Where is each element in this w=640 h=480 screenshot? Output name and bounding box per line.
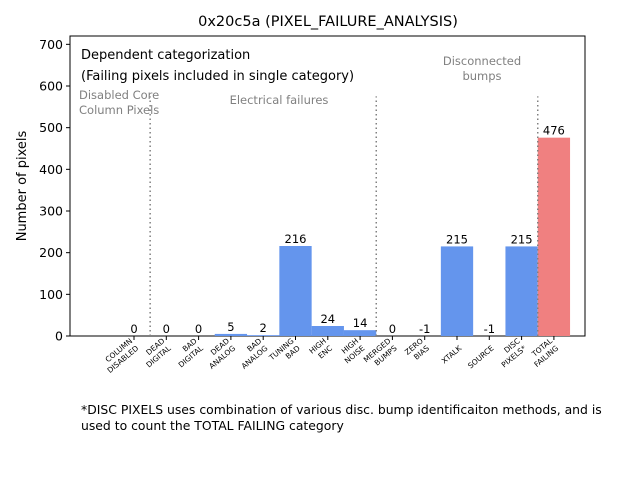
chart-title: 0x20c5a (PIXEL_FAILURE_ANALYSIS) bbox=[198, 14, 458, 30]
bar bbox=[311, 326, 344, 336]
y-tick-label: 100 bbox=[39, 287, 63, 302]
section-label-disconnected-line-1: Disconnected bbox=[443, 54, 521, 68]
y-axis: 0 100 200 300 400 500 600 700 bbox=[39, 37, 70, 344]
y-tick-label: 500 bbox=[39, 120, 63, 135]
bar bbox=[343, 330, 377, 336]
section-dividers bbox=[149, 96, 539, 336]
x-tick-label: XTALK bbox=[440, 343, 464, 366]
y-tick-label: 700 bbox=[39, 37, 63, 52]
bar-value-label: 215 bbox=[511, 232, 533, 246]
bar bbox=[279, 246, 312, 336]
bar-value-label: 0 bbox=[389, 322, 396, 336]
bar-value-label: 216 bbox=[285, 232, 307, 246]
bar-value-label: 5 bbox=[227, 320, 234, 334]
y-tick-label: 300 bbox=[39, 204, 63, 219]
bar-value-label: -1 bbox=[484, 322, 495, 336]
legend-line-2: (Failing pixels included in single categ… bbox=[81, 69, 354, 84]
section-label-electrical: Electrical failures bbox=[230, 93, 329, 107]
footnote: *DISC PIXELS uses combination of various… bbox=[81, 402, 602, 433]
bar-value-label: 14 bbox=[353, 316, 368, 330]
bar bbox=[214, 333, 248, 336]
bar-value-label: 0 bbox=[163, 322, 170, 336]
bar-value-label: 215 bbox=[446, 232, 468, 246]
bar-value-label: 476 bbox=[543, 124, 565, 138]
y-tick-label: 600 bbox=[39, 79, 63, 94]
y-tick-label: 200 bbox=[39, 245, 63, 260]
y-axis-label: Number of pixels bbox=[15, 130, 30, 241]
x-tick-label-line: XTALK bbox=[440, 343, 464, 366]
bar bbox=[247, 335, 280, 336]
bar bbox=[440, 246, 474, 336]
value-labels: 0 0 0 5 2 216 24 14 0 -1 215 -1 215 476 bbox=[130, 124, 565, 336]
bar-value-label: 2 bbox=[260, 321, 267, 335]
bar-value-label: 0 bbox=[195, 322, 202, 336]
section-label-disconnected-line-2: bumps bbox=[462, 69, 501, 83]
legend-line-1: Dependent categorization bbox=[81, 48, 250, 63]
bar-value-label: -1 bbox=[419, 322, 430, 336]
x-tick-label: SOURCE bbox=[466, 343, 496, 370]
bar bbox=[505, 246, 538, 336]
bars bbox=[214, 137, 571, 336]
y-tick-label: 0 bbox=[55, 329, 63, 344]
x-tick-label-line: SOURCE bbox=[466, 343, 496, 370]
section-label-disabled-line-2: Column Pixels bbox=[79, 103, 159, 117]
section-label-disabled-line-1: Disabled Core bbox=[79, 88, 159, 102]
bar bbox=[537, 137, 571, 336]
y-tick-label: 400 bbox=[39, 162, 63, 177]
bar-value-label: 24 bbox=[320, 312, 335, 326]
bar-value-label: 0 bbox=[130, 322, 137, 336]
